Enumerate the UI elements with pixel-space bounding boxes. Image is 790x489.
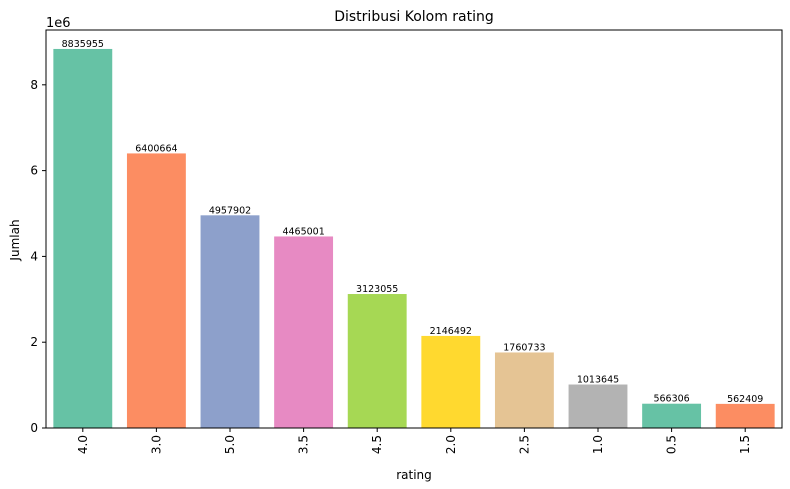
bar-2.0 [421, 335, 481, 428]
bar-value-label: 1013645 [577, 375, 619, 386]
x-tick-label: 2.5 [517, 435, 531, 454]
y-tick-label: 4 [30, 249, 38, 263]
y-tick-label: 2 [30, 335, 38, 349]
bar-value-label: 3123055 [356, 284, 398, 295]
y-axis-ticks: 0 2 4 6 8 [30, 78, 46, 435]
bar-value-label: 4957902 [209, 205, 251, 216]
plot-frame [45, 29, 783, 429]
x-tick-label: 5.0 [223, 435, 237, 454]
x-tick-label: 4.5 [370, 435, 384, 454]
y-axis-multiplier: 1e6 [46, 16, 71, 31]
x-axis-label: rating [396, 468, 432, 482]
bar-0.5 [642, 403, 702, 428]
bar-value-label: 6400664 [135, 143, 177, 154]
bar-4.5 [347, 294, 407, 428]
y-tick-label: 8 [30, 78, 38, 92]
bar-3.0 [126, 153, 186, 429]
bar-2.5 [494, 352, 554, 428]
x-axis-ticks: 4.0 3.0 5.0 3.5 4.5 2.0 2.5 1.0 0.5 1.5 [76, 428, 752, 454]
x-tick-label: 3.0 [149, 435, 163, 454]
bar-value-label: 562409 [727, 394, 763, 405]
y-tick-label: 6 [30, 164, 38, 178]
bar-value-label: 2146492 [430, 326, 472, 337]
bars-layer [53, 48, 775, 429]
bar-3.5 [274, 236, 334, 428]
x-tick-label: 2.0 [444, 435, 458, 454]
chart-title: Distribusi Kolom rating [334, 9, 494, 25]
bar-value-label: 1760733 [503, 342, 545, 353]
bar-4.0 [53, 48, 113, 428]
bar-value-label: 566306 [653, 394, 689, 405]
bar-value-label: 8835955 [62, 39, 104, 50]
bar-1.5 [715, 403, 775, 428]
x-tick-label: 3.5 [297, 435, 311, 454]
bar-labels-layer: 8835955 6400664 4957902 4465001 3123055 21464… [62, 39, 764, 405]
x-tick-label: 4.0 [76, 435, 90, 454]
bar-value-label: 4465001 [282, 226, 324, 237]
bar-5.0 [200, 215, 260, 428]
bar-1.0 [568, 384, 628, 428]
x-tick-label: 0.5 [665, 435, 679, 454]
y-tick-label: 0 [30, 421, 38, 435]
y-axis-label: Jumlah [8, 219, 22, 261]
x-tick-label: 1.0 [591, 435, 605, 454]
x-tick-label: 1.5 [738, 435, 752, 454]
